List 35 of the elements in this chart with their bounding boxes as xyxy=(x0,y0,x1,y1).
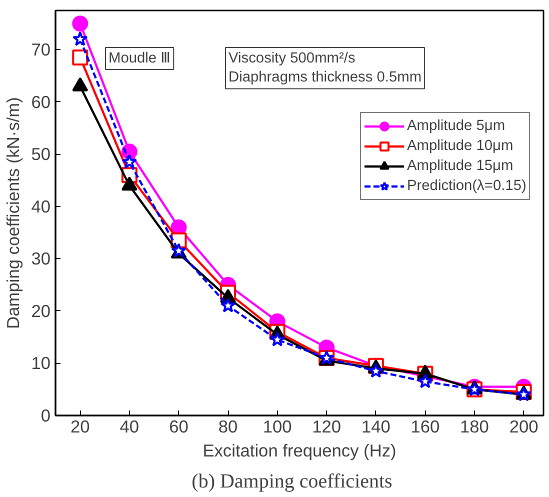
x-tick-label: 160 xyxy=(410,416,440,436)
legend-label: Amplitude 10μm xyxy=(407,138,514,154)
point xyxy=(72,16,88,32)
point xyxy=(72,31,88,46)
legend-label: Amplitude 15μm xyxy=(407,158,514,174)
point xyxy=(418,374,433,388)
point xyxy=(368,363,384,378)
legend-label: Amplitude 5μm xyxy=(407,118,506,134)
annotation: Viscosity 500mm²/s Diaphragms thickness 0.5mm xyxy=(228,50,422,86)
y-tick-label: 60 xyxy=(31,92,51,112)
y-tick-label: 70 xyxy=(31,40,51,60)
x-tick-label: 100 xyxy=(262,416,292,436)
y-tick-label: 10 xyxy=(31,353,51,374)
y-tick-label: 30 xyxy=(31,248,51,269)
x-axis-title: Excitation frequency (Hz) xyxy=(202,440,396,460)
y-axis-title: Damping coefficients (kN·s/m) xyxy=(3,97,24,329)
x-tick-label: 80 xyxy=(218,416,238,436)
y-tick-label: 20 xyxy=(31,300,51,321)
x-tick-label: 180 xyxy=(460,416,489,436)
y-tick-label: 0 xyxy=(40,406,51,426)
point xyxy=(72,50,88,66)
text: (b) Damping coefficients xyxy=(192,470,393,492)
y-tick-label: 40 xyxy=(31,196,51,216)
point xyxy=(122,154,138,169)
x-tick-label: 120 xyxy=(312,416,342,436)
x-tick-label: 140 xyxy=(361,416,390,436)
x-tick-label: 20 xyxy=(70,416,90,436)
point xyxy=(270,332,285,346)
annotation: Moudle Ⅲ xyxy=(108,50,171,66)
point xyxy=(220,298,236,312)
x-tick-label: 200 xyxy=(509,416,538,436)
x-tick-label: 60 xyxy=(169,416,188,436)
legend-label: Prediction(λ=0.15) xyxy=(407,178,526,194)
y-tick-label: 50 xyxy=(31,144,51,164)
x-tick-label: 40 xyxy=(120,416,140,436)
